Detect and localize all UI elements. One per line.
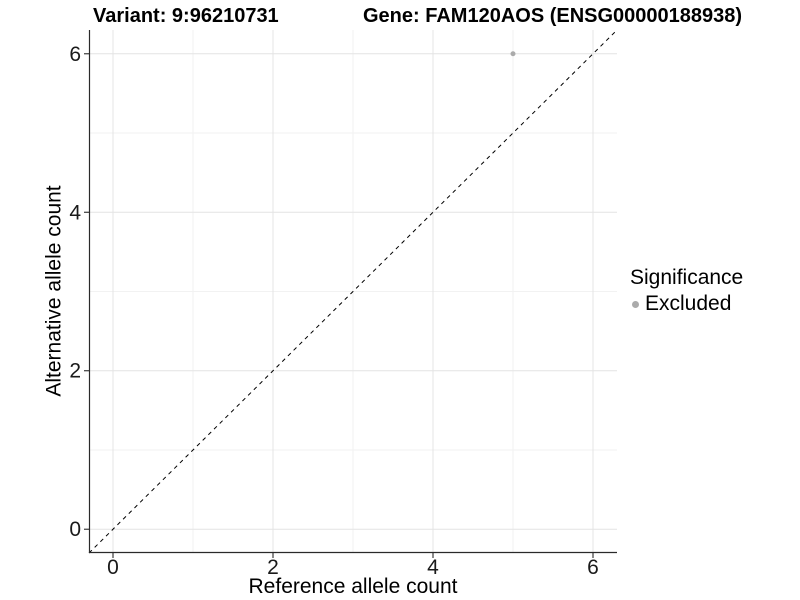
y-axis-label: Alternative allele count bbox=[42, 185, 66, 397]
variant-title: Variant: 9:96210731 bbox=[93, 5, 279, 27]
legend-item-label: Excluded bbox=[645, 292, 732, 315]
x-tick-label: 6 bbox=[587, 556, 599, 579]
identity-line bbox=[88, 29, 618, 554]
gene-title: Gene: FAM120AOS (ENSG00000188938) bbox=[363, 5, 743, 27]
y-tick-label: 0 bbox=[69, 518, 81, 541]
x-axis-label: Reference allele count bbox=[248, 575, 458, 598]
x-tick-label: 4 bbox=[427, 556, 439, 579]
y-tick-label: 2 bbox=[69, 360, 81, 383]
data-point bbox=[510, 51, 516, 57]
legend-item-excluded: Excluded bbox=[630, 293, 743, 315]
x-tick-label: 2 bbox=[267, 556, 279, 579]
legend-point-icon bbox=[632, 300, 639, 308]
y-tick-label: 4 bbox=[69, 201, 81, 224]
y-tick-label: 6 bbox=[69, 43, 81, 66]
x-tick-label: 0 bbox=[107, 556, 119, 579]
legend-title: Significance bbox=[630, 266, 744, 289]
legend: Significance Excluded bbox=[630, 266, 743, 315]
